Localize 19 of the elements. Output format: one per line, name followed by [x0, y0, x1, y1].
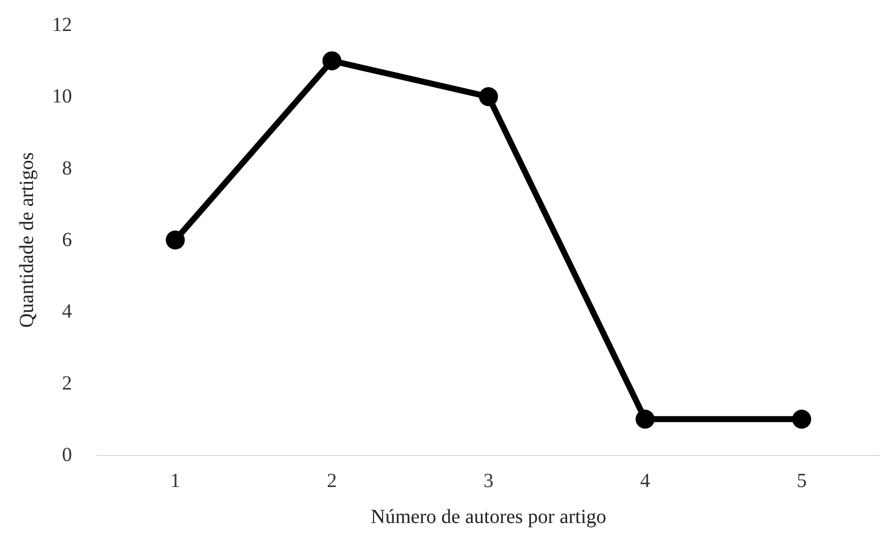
- x-tick-label: 2: [326, 470, 337, 492]
- y-tick-label: 4: [62, 300, 72, 323]
- x-tick-label: 5: [796, 470, 807, 492]
- x-tick-label: 3: [484, 470, 494, 492]
- point: [479, 87, 498, 106]
- y-tick-label: 2: [62, 372, 72, 394]
- y-tick-label: 10: [52, 86, 72, 108]
- y-tick-label: 12: [52, 14, 72, 36]
- y-tick-label: 6: [62, 229, 72, 251]
- x-tick-label: 1: [170, 470, 180, 492]
- point: [792, 410, 812, 429]
- x-axis-title: Número de autores por artigo: [370, 506, 606, 528]
- point: [636, 410, 655, 429]
- point: [166, 230, 185, 250]
- y-axis-title: Quantidade de artigos: [16, 152, 38, 328]
- y-tick-label: 8: [62, 157, 72, 180]
- point: [322, 51, 342, 70]
- x-tick-label: 4: [640, 470, 650, 492]
- y-tick-label: 0: [62, 444, 72, 466]
